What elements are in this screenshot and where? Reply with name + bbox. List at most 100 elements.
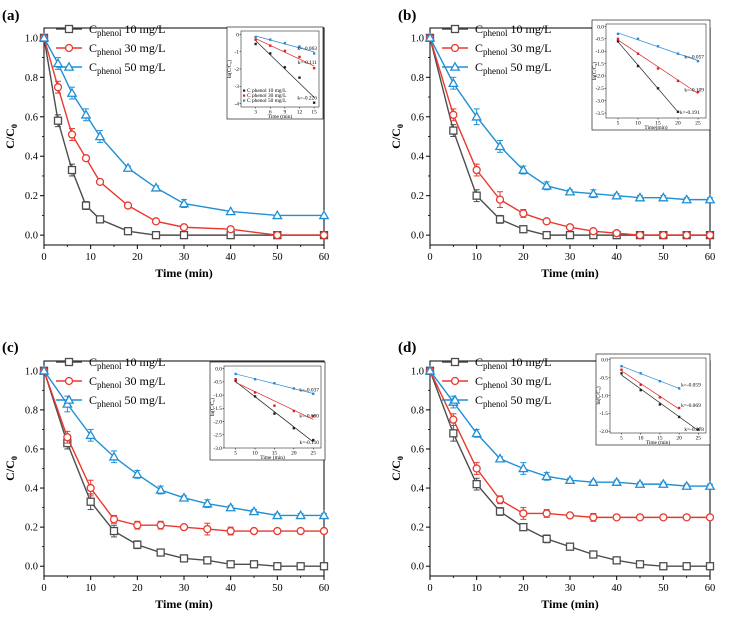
- inset-x-tick-label: 6: [269, 110, 272, 116]
- legend-marker: [64, 357, 74, 367]
- data-point: [81, 201, 91, 210]
- legend-label-sub: phenol: [97, 399, 122, 409]
- legend-label-sub: phenol: [97, 66, 122, 76]
- inset-y-tick-label: -2: [235, 67, 240, 73]
- inset-plot-frame: [223, 365, 322, 449]
- data-point: [682, 230, 691, 240]
- legend-label-sub: phenol: [483, 28, 508, 38]
- inset-x-tick-label: 15: [657, 436, 663, 442]
- data-point: [318, 209, 330, 220]
- data-point: [589, 550, 598, 559]
- y-tick-label: 0.4: [25, 484, 39, 495]
- inset-fit-line: [617, 41, 679, 113]
- legend-marker: [63, 61, 75, 71]
- y-tick-label: 0.8: [25, 405, 38, 416]
- data-point: [273, 230, 282, 240]
- legend-label-sub: phenol: [97, 47, 122, 57]
- inset-chart: 5 10 15 20 25 0.0 -0.5 -1.0 -1.5 -2.0 -2.5 -3.0 Time…: [209, 361, 326, 461]
- inset-fit-0: k=-0.226: [254, 40, 317, 104]
- inset-data-point: [298, 76, 301, 79]
- data-point: [248, 505, 260, 516]
- inset-x-tick-label: 15: [311, 110, 317, 116]
- y-tick-label: 0.6: [25, 444, 38, 455]
- data-point: [449, 429, 458, 438]
- y-axis-title: C/C0: [3, 456, 19, 481]
- data-point: [122, 162, 134, 172]
- x-tick-label: 60: [705, 252, 716, 263]
- inset-y-tick-label: -3.0: [213, 446, 222, 452]
- inset-chart: 3 6 9 12 15 0 -1 -2 -3 -4 Time (min) ln(C/C₀) k=-0.2…: [226, 26, 324, 120]
- series-1: [425, 366, 715, 522]
- inset-data-point: [658, 380, 662, 383]
- data-point: [565, 230, 575, 240]
- inset-fit-1: k=-0.111: [254, 38, 318, 70]
- inset-data-point: [696, 90, 700, 94]
- inset-fit-line: [235, 382, 314, 420]
- legend-label-main: C: [89, 374, 97, 388]
- inset-data-point: [639, 372, 642, 375]
- data-point: [519, 209, 528, 218]
- inset-data-point: [234, 378, 237, 381]
- inset-chart: 5 10 15 20 25 0.0 -0.5 -1.0 -1.5 -2.0 Time (min) ln…: [595, 353, 711, 446]
- inset-fit-0: k=-0.078: [620, 372, 704, 433]
- inset-y-axis-title: ln(C/C₀): [591, 62, 598, 81]
- inset-data-point: [676, 52, 680, 55]
- y-tick-label: 0.2: [25, 191, 38, 202]
- data-point: [156, 548, 165, 557]
- legend-label-rest: 50 mg/L: [122, 60, 166, 74]
- inset-k-label: k=-0.111: [298, 60, 318, 66]
- inset-fit-2: k=-0.057: [616, 32, 704, 63]
- inset-x-axis-title: Time(min): [644, 124, 667, 131]
- data-point: [179, 554, 189, 563]
- inset-data-point: [312, 415, 315, 418]
- data-point: [108, 451, 120, 461]
- inset-y-tick-label: -0.5: [213, 380, 222, 386]
- inset-frame: [209, 361, 326, 461]
- inset-fit-0: k=-0.110: [234, 379, 319, 446]
- inset-x-tick-label: 15: [655, 121, 661, 127]
- data-point: [319, 230, 329, 240]
- data-point: [203, 524, 212, 534]
- x-tick-label: 20: [132, 583, 143, 594]
- inset-data-point: [298, 55, 301, 59]
- inset-legend-marker: [243, 89, 246, 92]
- legend-label: Cphenol 50 mg/L: [475, 60, 552, 76]
- legend-label: Cphenol 50 mg/L: [89, 393, 166, 409]
- inset-y-tick-label: -1.0: [599, 393, 608, 399]
- data-point: [564, 474, 576, 485]
- data-point: [612, 229, 621, 238]
- data-point: [80, 109, 92, 119]
- y-tick-label: 0.2: [411, 191, 424, 202]
- inset-k-label: k=-0.037: [299, 388, 319, 394]
- x-tick-label: 30: [565, 252, 576, 263]
- x-tick-label: 40: [225, 252, 236, 263]
- data-point: [681, 480, 692, 490]
- x-tick-label: 50: [658, 252, 669, 263]
- inset-data-point: [283, 49, 287, 53]
- inset-fit-line: [621, 374, 699, 431]
- data-point: [612, 556, 621, 565]
- data-point: [634, 478, 646, 488]
- y-tick-label: 1.0: [411, 33, 424, 44]
- legend-label-sub: phenol: [97, 28, 122, 38]
- inset-data-point: [616, 37, 620, 41]
- data-point: [658, 192, 669, 202]
- legend-label-rest: 30 mg/L: [508, 374, 552, 388]
- data-point: [589, 513, 598, 522]
- inset-data-point: [639, 388, 642, 392]
- legend-label-main: C: [475, 355, 483, 369]
- data-point: [53, 83, 63, 92]
- legend-label: Cphenol 50 mg/L: [475, 393, 552, 409]
- inset-data-point: [253, 378, 257, 381]
- inset-y-tick-label: -4: [235, 101, 240, 107]
- y-axis-title: C/C0: [3, 124, 19, 149]
- inset-data-point: [312, 392, 315, 395]
- x-tick-label: 60: [319, 252, 330, 263]
- data-point: [659, 562, 668, 571]
- data-point: [542, 230, 551, 240]
